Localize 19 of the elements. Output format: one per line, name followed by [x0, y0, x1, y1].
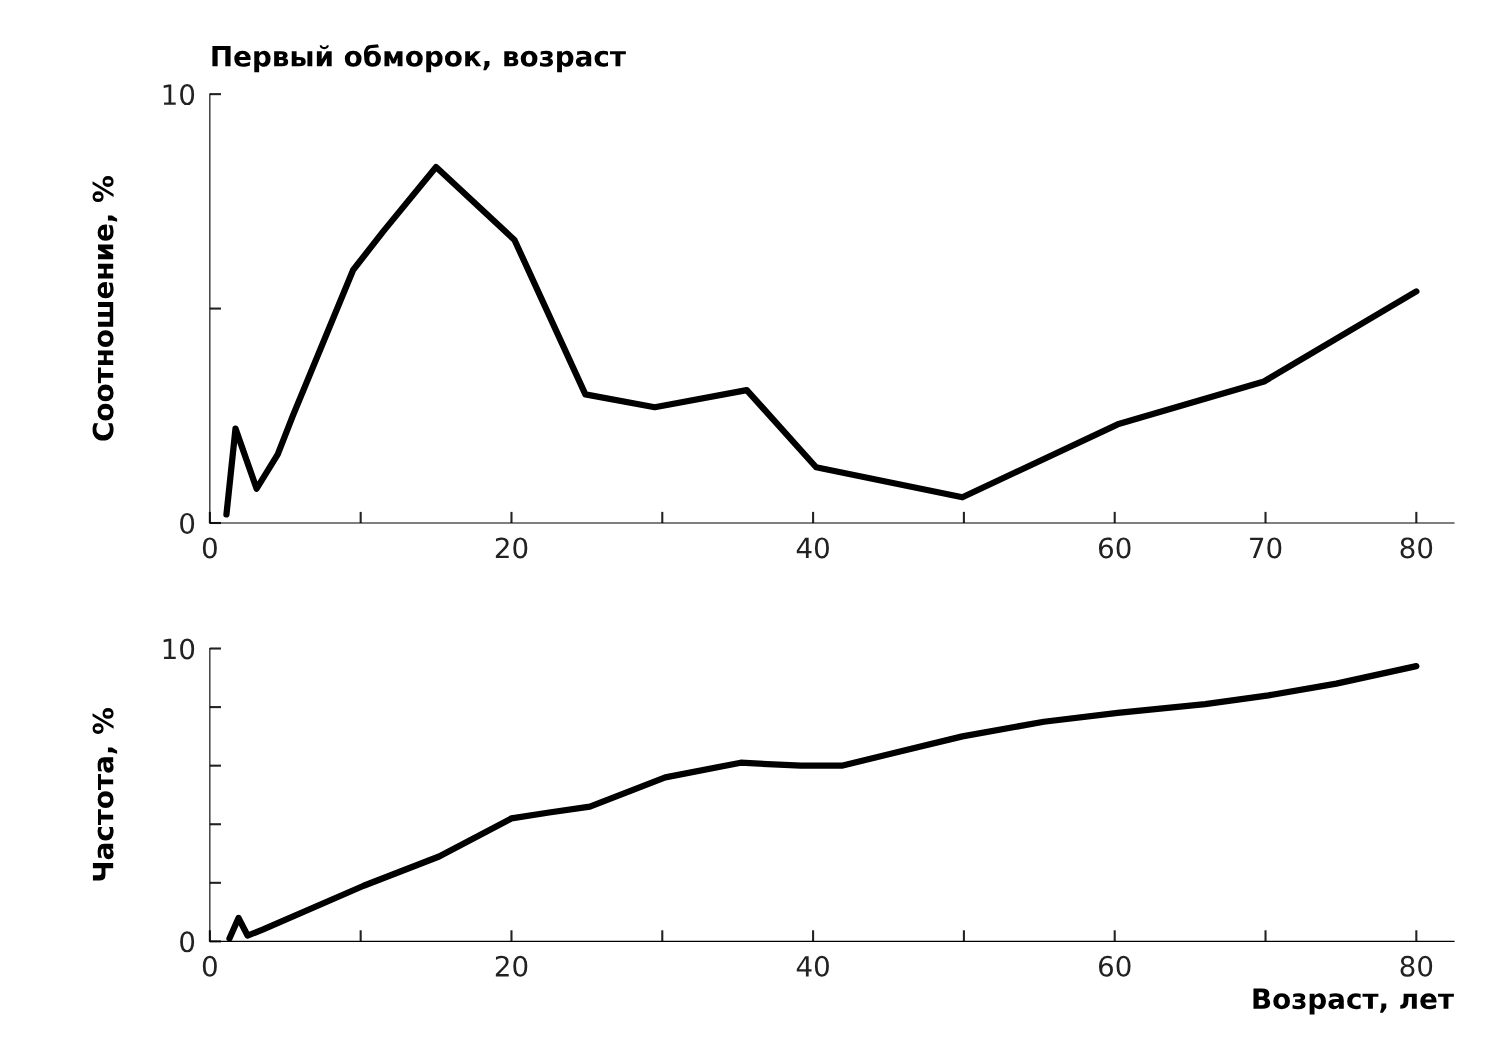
x-axis-title: Возраст, лет	[1253, 988, 1454, 1015]
x-tick-label: 0	[202, 955, 217, 977]
x-tick-label: 0	[202, 537, 217, 559]
y-tick-label: 10	[163, 638, 195, 660]
x-tick-label: 80	[1400, 537, 1433, 559]
y-axis-title: Частота, %	[92, 707, 118, 881]
y-tick-label: 0	[180, 512, 195, 534]
y-axis-title: Соотношение, %	[92, 176, 118, 441]
x-tick-label: 20	[495, 955, 528, 977]
x-tick-label: 70	[1250, 537, 1282, 559]
chart-title: Первый обморок, возраст	[212, 44, 626, 73]
x-tick-label: 60	[1098, 955, 1131, 977]
x-tick-label: 20	[495, 537, 528, 559]
y-tick-label: 10	[163, 84, 195, 106]
x-tick-label: 40	[796, 955, 829, 977]
y-tick-label: 0	[180, 931, 195, 953]
x-tick-label: 80	[1400, 955, 1433, 977]
x-tick-label: 60	[1098, 537, 1131, 559]
x-tick-label: 40	[796, 537, 829, 559]
